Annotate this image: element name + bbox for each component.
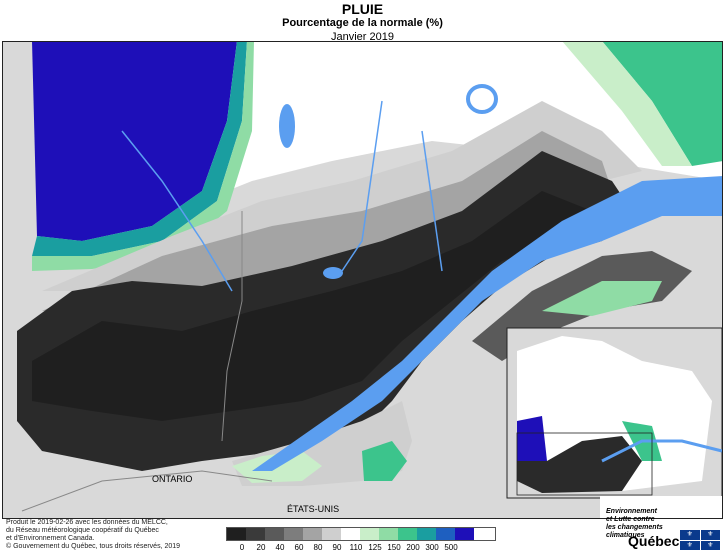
legend-swatch: [284, 528, 303, 540]
zone-very-wet-west: [32, 41, 237, 241]
zone-light-wet-northeast: [562, 41, 692, 166]
legend-ticks: 0 20 40 60 80 90 110 125 150 200 300 500: [226, 541, 496, 553]
legend-tick-label: 110: [349, 543, 363, 552]
fleur-de-lys-icon: ⚜ ⚜ ⚜ ⚜: [680, 530, 720, 550]
legend-tick-label: 500: [444, 543, 458, 552]
legend-swatch: [322, 528, 341, 540]
ministry-line: et Lutte contre: [606, 516, 655, 523]
label-ontario: ONTARIO: [152, 474, 192, 484]
zone-gaspesie-wet: [542, 281, 662, 316]
ministry-line: Environnement: [606, 508, 657, 515]
map-period: Janvier 2019: [331, 31, 394, 43]
legend-tick-label: 20: [256, 543, 266, 552]
legend-tick-label: 125: [368, 543, 382, 552]
legend-tick-label: 150: [387, 543, 401, 552]
legend-swatches: [226, 527, 496, 541]
river: [421, 130, 443, 272]
quebec-logo-text: Québec: [628, 533, 680, 549]
legend-tick-label: 80: [313, 543, 323, 552]
zone-southeast-wet: [362, 441, 407, 481]
legend-swatch: [265, 528, 284, 540]
ministry-line: les changements: [606, 524, 663, 531]
legend-swatch: [417, 528, 436, 540]
lake-mistassini: [279, 104, 295, 148]
zone-normal-north: [202, 41, 723, 201]
lake-saint-jean: [323, 267, 343, 279]
legend-tick-label: 300: [425, 543, 439, 552]
production-note-line: du Réseau météorologique coopératif du Q…: [6, 527, 159, 534]
color-legend: 0 20 40 60 80 90 110 125 150 200 300 500: [226, 527, 496, 553]
map-title: PLUIE: [341, 1, 384, 17]
zone-dry-core: [32, 191, 592, 421]
legend-swatch: [341, 528, 360, 540]
legend-swatch: [303, 528, 322, 540]
map-subtitle: Pourcentage de la normale (%): [282, 17, 443, 29]
legend-swatch: [246, 528, 265, 540]
precipitation-map: ONTARIO ÉTATS-UNIS: [2, 41, 723, 519]
reservoir-manicouagan: [466, 84, 498, 114]
inset-highlight-box: [516, 432, 653, 496]
provincial-border: [221, 211, 243, 442]
inset-wet-zone: [517, 416, 547, 461]
river: [121, 130, 233, 292]
legend-tick-label: 0: [239, 543, 245, 552]
inset-gulf: [601, 439, 723, 463]
legend-tick-label: 200: [406, 543, 420, 552]
legend-swatch: [436, 528, 455, 540]
label-usa: ÉTATS-UNIS: [287, 504, 339, 514]
saint-lawrence-river: [252, 176, 723, 471]
zone-grey-light: [42, 101, 642, 291]
zone-wet-northeast: [602, 41, 723, 166]
legend-swatch: [398, 528, 417, 540]
ministry-line: climatiques: [606, 532, 645, 539]
zone-grey-mid: [42, 131, 612, 311]
provincial-border: [21, 470, 273, 512]
inset-dry-zone: [517, 436, 642, 493]
legend-swatch: [379, 528, 398, 540]
zone-wet-band-west: [32, 41, 247, 256]
production-note: Produit le 2019-02-26 avec les données d…: [6, 519, 168, 543]
logo-panel: [600, 496, 723, 519]
ministry-name: Environnement et Lutte contre les change…: [606, 508, 663, 540]
river: [341, 100, 383, 272]
production-note-line: Produit le 2019-02-26 avec les données d…: [6, 519, 168, 526]
legend-tick-label: 40: [275, 543, 285, 552]
map-frame: [2, 41, 723, 519]
legend-swatch: [227, 528, 246, 540]
legend-swatch: [455, 528, 474, 540]
production-note-line: et d'Environnement Canada.: [6, 535, 95, 542]
copyright: © Gouvernement du Québec, tous droits ré…: [6, 543, 181, 550]
legend-tick-label: 90: [332, 543, 342, 552]
legend-swatch: [360, 528, 379, 540]
legend-tick-label: 60: [294, 543, 304, 552]
